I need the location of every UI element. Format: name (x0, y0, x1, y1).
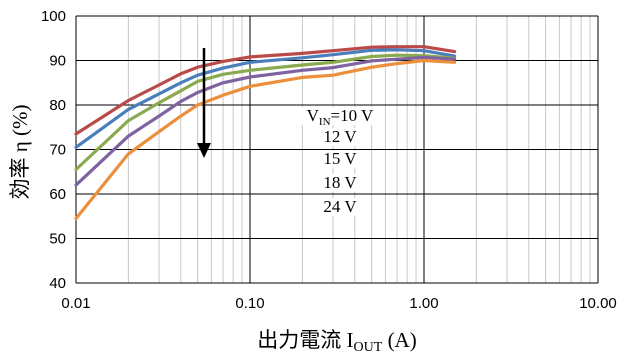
series-label-background (318, 150, 362, 168)
series-label: VIN=10 V (307, 106, 374, 128)
series-label: 15 V (323, 149, 357, 168)
series-line (74, 53, 457, 172)
series-line (74, 48, 457, 149)
series-line (74, 55, 457, 187)
series-label: 12 V (323, 127, 357, 146)
x-tick-label: 0.01 (61, 295, 90, 312)
y-tick-label: 100 (41, 8, 66, 25)
series-label-background (318, 128, 362, 146)
y-tick-label: 90 (49, 53, 66, 70)
x-axis-title: 出力電流 IOUT (A) (257, 328, 416, 355)
y-axis-title: 効率 η (%) (8, 105, 32, 200)
series-label-background (318, 198, 362, 216)
y-tick-label: 80 (49, 97, 66, 114)
series-labels: VIN=10 V12 V 15 V 18 V 24 V (297, 106, 383, 216)
arrow-head (197, 143, 211, 158)
x-tick-label: 1.00 (409, 295, 438, 312)
series-lines (74, 45, 457, 221)
y-tick-label: 50 (49, 231, 66, 248)
tick-labels: 40 50 60 70 80 90 100 0.01 0.10 1.00 10.00 (41, 8, 617, 312)
series-label-background (297, 107, 383, 125)
series-line (74, 58, 457, 221)
y-tick-label: 40 (49, 275, 66, 292)
series-label: 24 V (323, 197, 357, 216)
x-tick-label: 0.10 (235, 295, 264, 312)
series-label: 18 V (323, 173, 357, 192)
y-tick-label: 60 (49, 186, 66, 203)
trend-arrow (197, 48, 211, 158)
series-line (74, 45, 457, 136)
series-label-background (318, 174, 362, 192)
x-tick-label: 10.00 (579, 295, 617, 312)
y-tick-label: 70 (49, 142, 66, 159)
